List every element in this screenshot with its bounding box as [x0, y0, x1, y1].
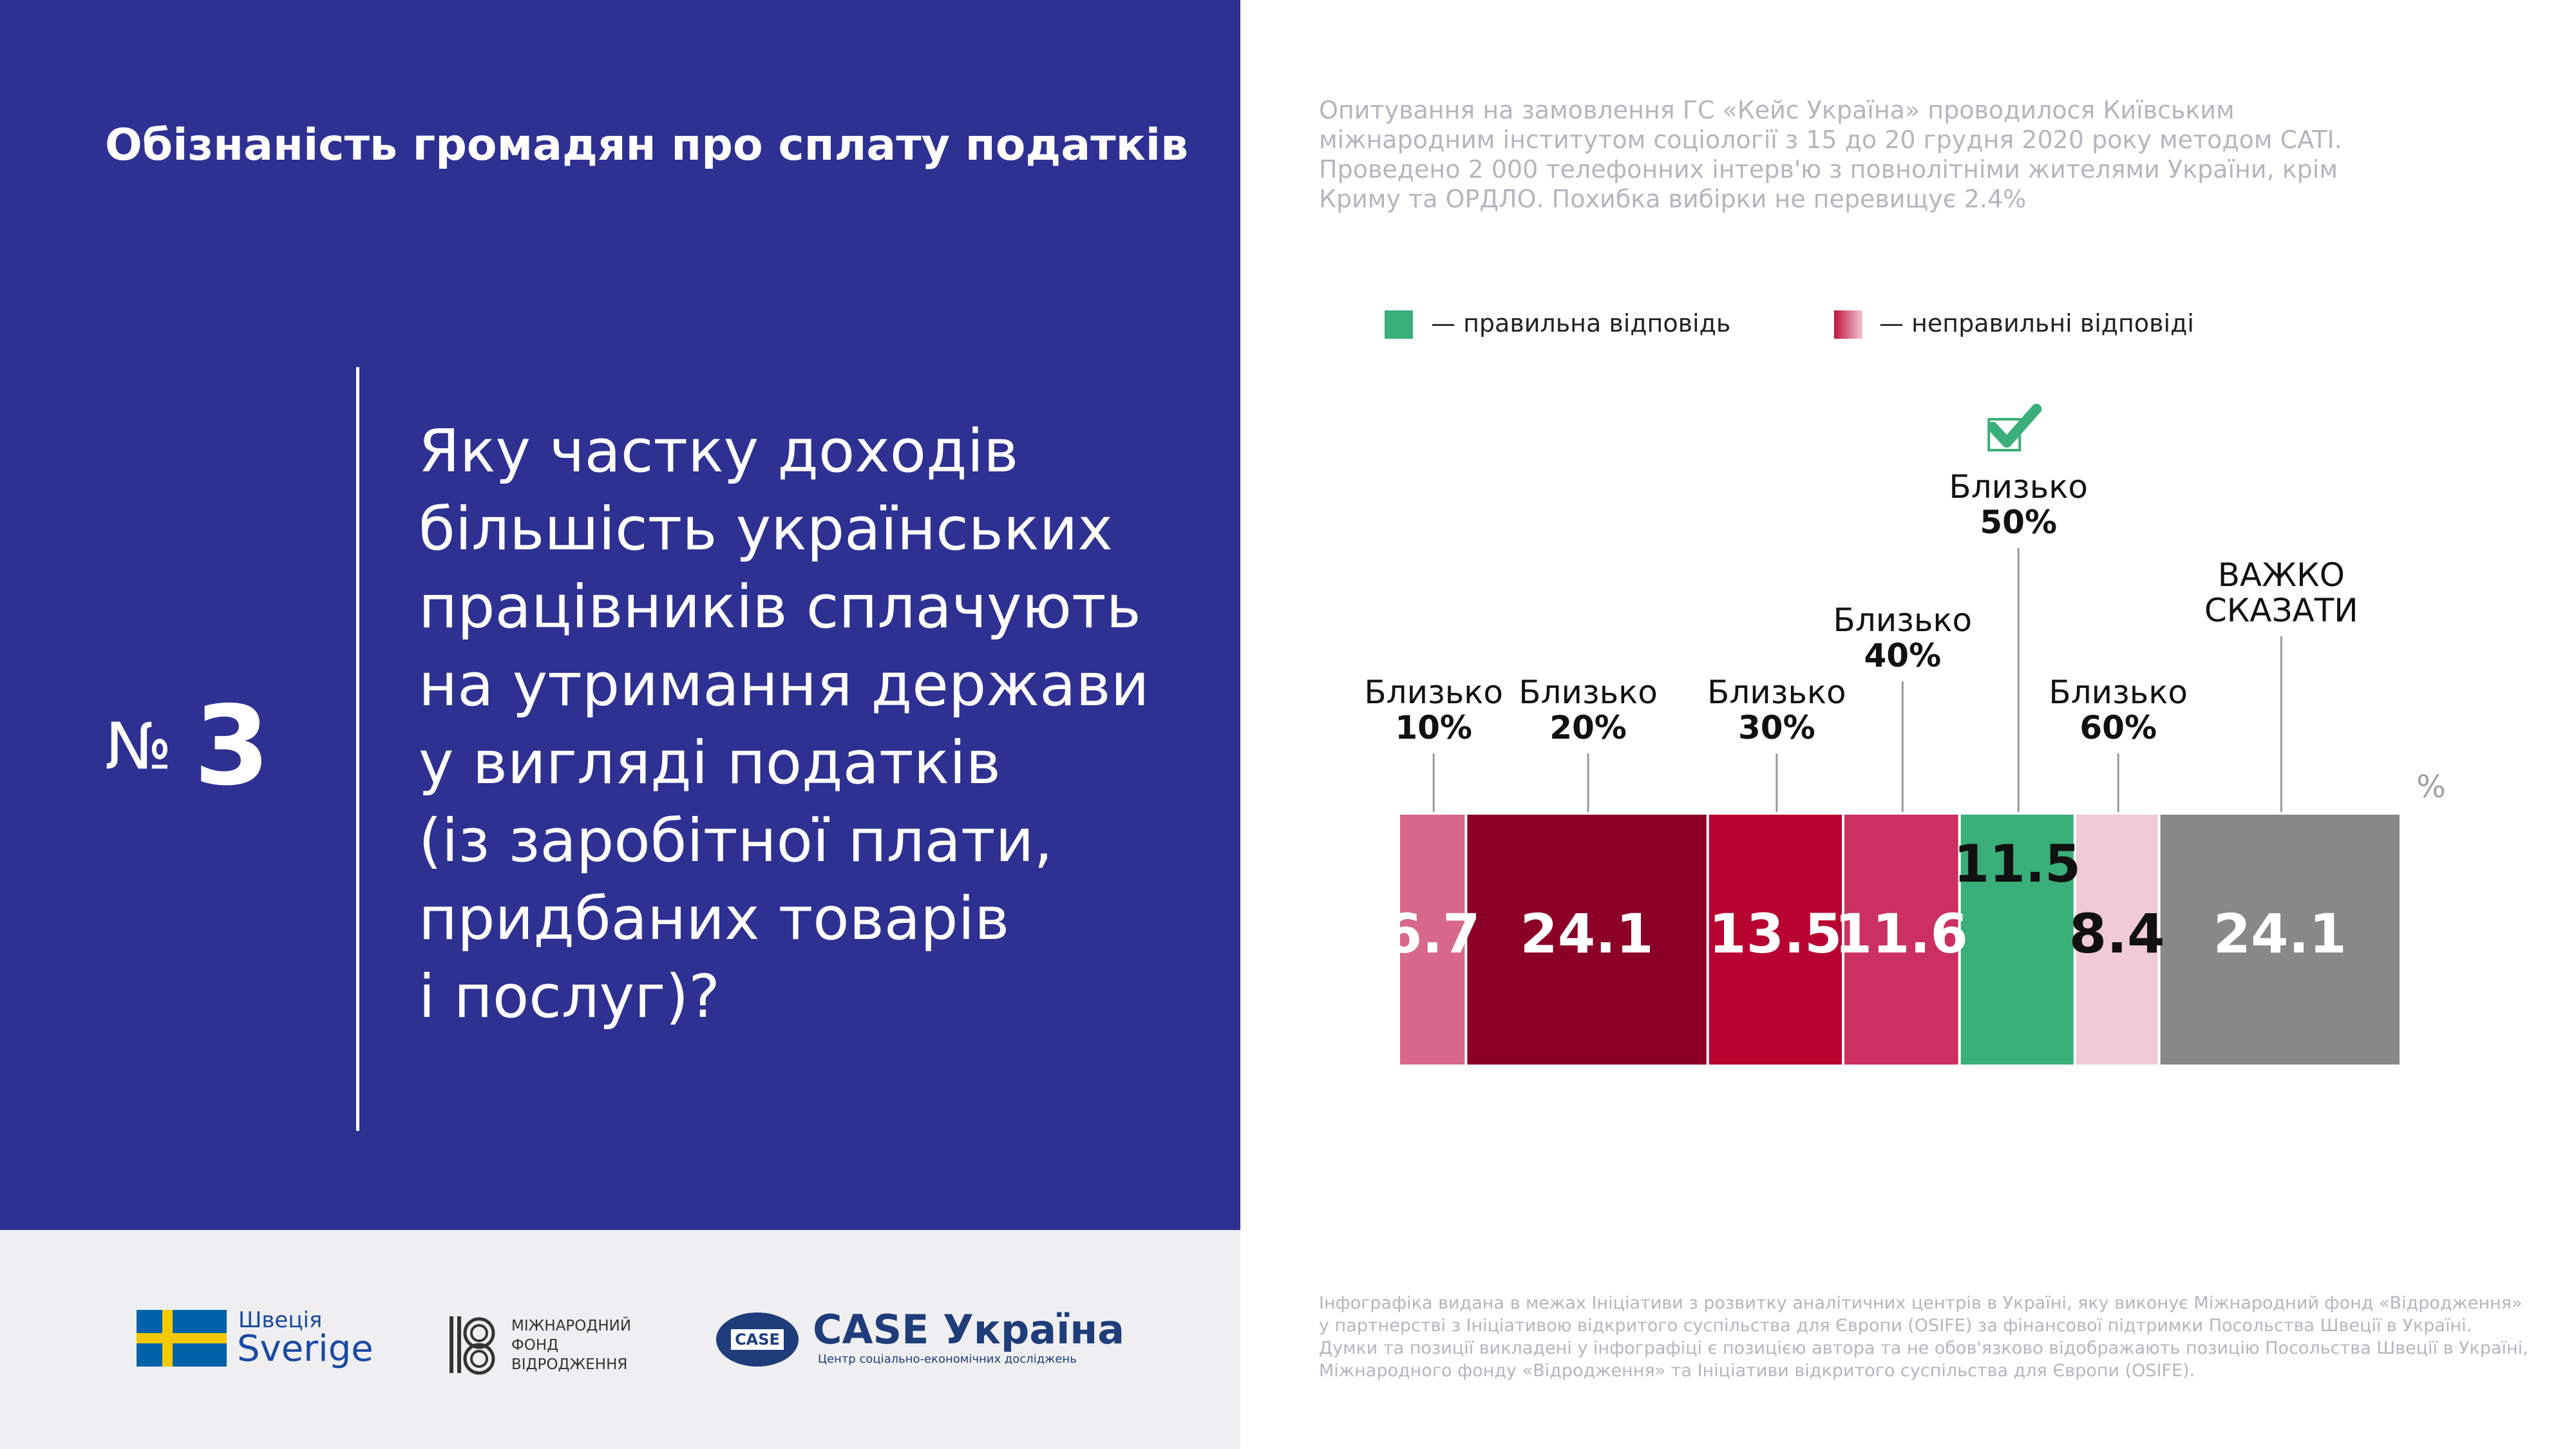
category-label-line2: 10% — [1395, 709, 1472, 746]
bar-segment — [2160, 815, 2400, 1065]
survey-note-line: Криму та ОРДЛО. Похибка вибірки не перев… — [1319, 185, 2027, 213]
footer-note-line: Міжнародного фонду «Відродження» та Ініц… — [1319, 1361, 2195, 1381]
category-label-line1: Близько — [1519, 674, 1658, 711]
bar-value-label: 11.5 — [1954, 834, 2081, 894]
legend-incorrect-swatch — [1834, 310, 1862, 339]
category-label-line1: ВАЖКО — [2218, 556, 2345, 594]
footer-note-line: Думки та позиції викладені у інфографіці… — [1319, 1338, 2528, 1358]
bar-value-label: 13.5 — [1709, 902, 1842, 965]
category-label-line2: 60% — [2079, 709, 2157, 746]
question-number-value: 3 — [194, 683, 270, 810]
bar-segment — [1844, 815, 1958, 1065]
category-label-line1: Близько — [1949, 468, 2088, 506]
bar-segment — [1960, 815, 2074, 1065]
survey-note-line: Проведено 2 000 телефонних інтерв'ю з по… — [1319, 155, 2338, 184]
case-badge-icon: CASE — [716, 1312, 799, 1367]
legend-incorrect-label: — неправильні відповіді — [1879, 309, 2194, 337]
sweden-flag-icon — [137, 1310, 227, 1367]
question-number: № 3 — [105, 683, 270, 810]
bar-segment — [1467, 815, 1707, 1065]
sweden-logo-text: Sverige — [237, 1328, 374, 1370]
category-label-line2: 30% — [1738, 709, 1815, 746]
question-line: Яку частку доходів — [419, 417, 1019, 486]
category-label-line2: 50% — [1980, 504, 2057, 541]
category-label-line1: Близько — [1707, 674, 1846, 711]
category-label-line2: 40% — [1864, 637, 1941, 674]
survey-note-line: Опитування на замовлення ГС «Кейс Україн… — [1319, 96, 2235, 124]
legend-correct-label: — правильна відповідь — [1431, 309, 1731, 337]
survey-methodology-note: Опитування на замовлення ГС «Кейс Україн… — [1319, 95, 2530, 214]
category-label-line2: СКАЗАТИ — [2204, 592, 2358, 629]
bar-segment — [1709, 815, 1842, 1065]
question-line: у вигляді податків — [419, 728, 1001, 797]
question-line: працівників сплачують — [419, 573, 1141, 641]
case-badge-text: CASE — [731, 1329, 784, 1350]
bar-value-label: 11.6 — [1835, 902, 1968, 965]
irf-logo-line: МІЖНАРОДНИЙ — [511, 1318, 632, 1334]
category-label-line1: Близько — [1833, 601, 1973, 639]
category-label-line2: 20% — [1549, 709, 1627, 746]
category-label-line1: Близько — [1364, 674, 1503, 711]
question-line: більшість українських — [419, 495, 1113, 564]
left-panel — [0, 0, 1240, 1230]
question-line: і послуг)? — [419, 962, 721, 1031]
question-number-label: № — [105, 708, 173, 784]
chart-unit-label: % — [2416, 769, 2446, 805]
page-title: Обізнаність громадян про сплату податків — [105, 120, 1189, 171]
sweden-logo-text: Швеція — [238, 1307, 323, 1333]
bar-value-label: 24.1 — [1520, 902, 1653, 965]
bar-segment — [1400, 815, 1465, 1065]
irf-logo-line: ВІДРОДЖЕННЯ — [511, 1356, 628, 1373]
category-label-line1: Близько — [2049, 674, 2188, 711]
vertical-divider — [356, 367, 359, 1131]
irf-mark-icon — [450, 1316, 495, 1375]
bar-value-label: 24.1 — [2213, 902, 2347, 965]
question-line: на утримання держави — [419, 650, 1150, 719]
bar-segment — [2076, 815, 2158, 1065]
question-text: Яку частку доходів більшість українських… — [419, 412, 1230, 1036]
survey-note-line: міжнародним інститутом соціології з 15 д… — [1319, 126, 2342, 154]
irf-logo-line: ФОНД — [511, 1337, 559, 1354]
footer-note-line: у партнерстві з Ініціативою відкритого с… — [1319, 1316, 2472, 1336]
case-logo-title: CASE Україна — [813, 1306, 1125, 1353]
irf-logo-text: МІЖНАРОДНИЙ ФОНД ВІДРОДЖЕННЯ — [511, 1316, 631, 1374]
question-line: (із заробітної плати, — [419, 806, 1053, 875]
check-mark-icon — [1987, 404, 2042, 448]
case-logo-subtitle: Центр соціально-економічних досліджень — [818, 1352, 1077, 1366]
bar-value-label: 6.7 — [1385, 902, 1481, 965]
footer-note-line: Інфографіка видана в межах Ініціативи з … — [1319, 1293, 2523, 1313]
legend-correct-swatch — [1385, 310, 1413, 339]
question-line: придбаних товарів — [419, 884, 1010, 953]
footer-disclaimer: Інфографіка видана в межах Ініціативи з … — [1319, 1292, 2543, 1382]
bar-value-label: 8.4 — [2069, 902, 2165, 965]
